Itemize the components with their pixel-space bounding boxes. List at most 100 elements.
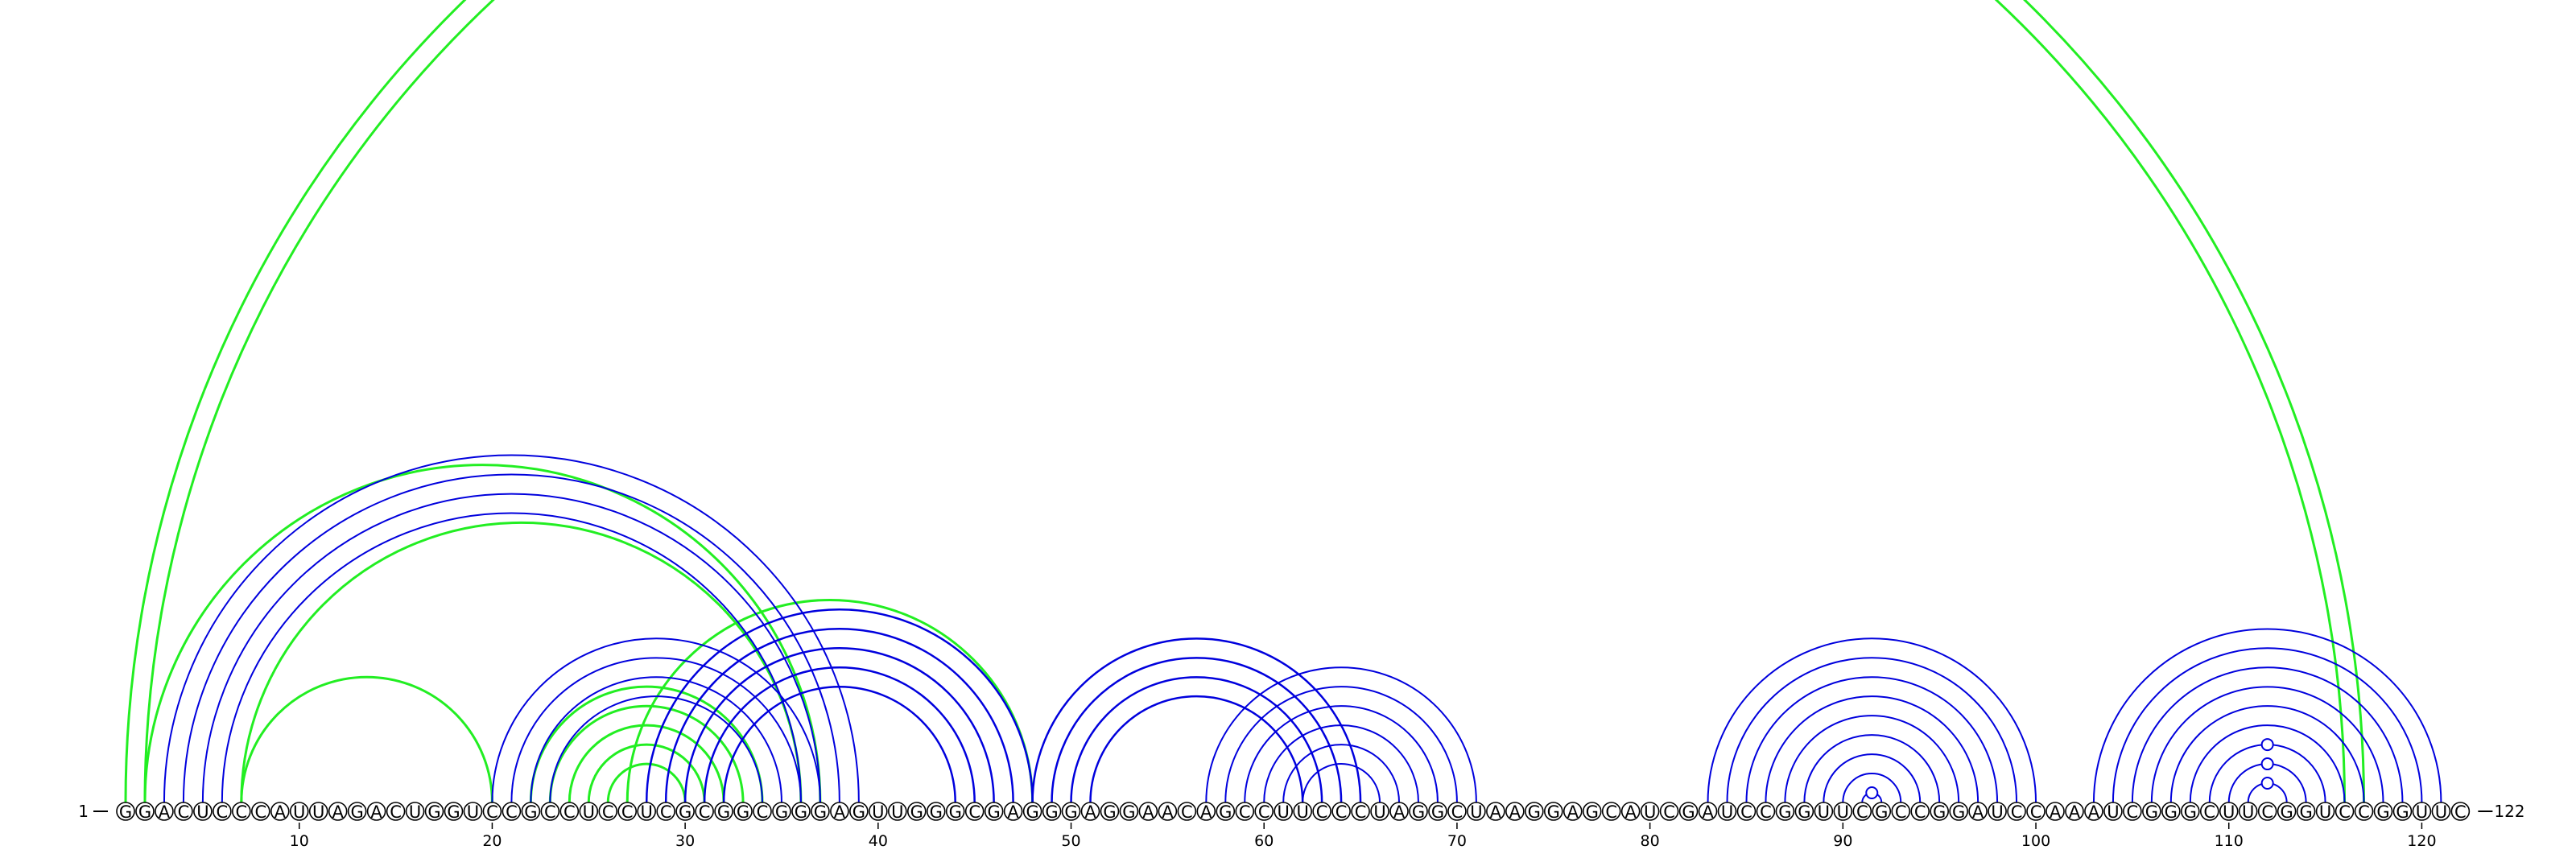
nucleotide-letter: U bbox=[2223, 802, 2235, 822]
nucleotide-circle bbox=[482, 802, 502, 821]
nucleotide-letter: G bbox=[814, 802, 827, 822]
nucleotide-letter: U bbox=[1991, 802, 2003, 822]
nucleotide-circle bbox=[116, 802, 135, 821]
nucleotide-letter: A bbox=[275, 802, 287, 822]
nucleotide-80: U bbox=[1640, 802, 1660, 822]
nucleotide-circle bbox=[926, 802, 946, 821]
nucleotide-letter: G bbox=[1064, 802, 1077, 822]
nucleotide-50: G bbox=[1061, 802, 1081, 822]
nucleotide-89: U bbox=[1814, 802, 1834, 822]
nucleotide-2: G bbox=[135, 802, 155, 822]
nucleotide-circle bbox=[1254, 802, 1274, 821]
nucleotide-106: G bbox=[2142, 802, 2161, 822]
nucleotide-109: C bbox=[2199, 802, 2219, 822]
nucleotide-47: A bbox=[1003, 802, 1023, 822]
blue-helix-6-arc-84-99 bbox=[1726, 657, 2018, 803]
nucleotide-circle bbox=[1370, 802, 1389, 821]
nucleotide-letter: C bbox=[2339, 802, 2351, 822]
loop-marker-112b bbox=[2260, 757, 2274, 771]
nucleotide-letter: A bbox=[1490, 802, 1502, 822]
green-cluster-arc-22-34 bbox=[529, 685, 764, 803]
blue-helix-7-arc-103-121 bbox=[2092, 628, 2442, 803]
nucleotide-letter: C bbox=[602, 802, 614, 822]
nucleotide-letter: C bbox=[2454, 802, 2467, 822]
nucleotide-letter: G bbox=[717, 802, 730, 822]
nucleotide-circle bbox=[617, 802, 638, 821]
nucleotide-circle bbox=[1080, 802, 1100, 821]
nucleotide-letter: U bbox=[1296, 802, 1308, 822]
nucleotide-circle bbox=[193, 802, 213, 821]
nucleotide-81: C bbox=[1659, 802, 1679, 822]
nucleotide-letter: A bbox=[1624, 802, 1637, 822]
nucleotide-63: C bbox=[1312, 802, 1331, 822]
nucleotide-letter: G bbox=[737, 802, 749, 822]
nucleotide-letter: A bbox=[1393, 802, 1406, 822]
tick-label: 80 bbox=[1641, 832, 1660, 850]
green-cluster-arc-24-32 bbox=[568, 724, 725, 803]
nucleotide-letter: A bbox=[2088, 802, 2100, 822]
nucleotide-letter: U bbox=[2319, 802, 2331, 822]
nucleotide-circle bbox=[1525, 802, 1544, 821]
nucleotide-letter: C bbox=[1895, 802, 1907, 822]
nucleotide-circle bbox=[637, 802, 656, 821]
nucleotide-circle bbox=[1389, 802, 1409, 821]
nucleotide-letter: C bbox=[390, 802, 402, 822]
nucleotide-91: C bbox=[1852, 802, 1872, 822]
nucleotide-circle bbox=[1582, 802, 1602, 821]
nucleotide-circle bbox=[232, 802, 251, 821]
nucleotide-letter: A bbox=[1567, 802, 1579, 822]
loop-markers-layer bbox=[1865, 738, 2274, 800]
nucleotide-circle bbox=[1659, 802, 1679, 821]
nucleotide-letter: U bbox=[312, 802, 324, 822]
nucleotide-56: C bbox=[1177, 802, 1197, 822]
nucleotide-letter: G bbox=[1952, 802, 1965, 822]
nucleotide-letter: G bbox=[1547, 802, 1560, 822]
loop-marker-112c bbox=[2260, 738, 2274, 752]
nucleotide-circle bbox=[1968, 802, 1988, 821]
end-label: 122 bbox=[2494, 802, 2524, 821]
blue-helix-1-arc-4-38 bbox=[182, 473, 840, 803]
nucleotide-circle bbox=[2354, 802, 2374, 821]
nucleotide-circle bbox=[463, 802, 483, 821]
nucleotide-circle bbox=[1274, 802, 1293, 821]
nucleotide-circle bbox=[174, 802, 193, 821]
nucleotide-98: U bbox=[1988, 802, 2007, 822]
tick-label: 20 bbox=[482, 832, 502, 850]
nucleotide-85: C bbox=[1736, 802, 1757, 822]
tick-label: 110 bbox=[2215, 832, 2244, 850]
nucleotide-letter: C bbox=[217, 802, 229, 822]
nucleotide-letter: G bbox=[1682, 802, 1695, 822]
nucleotide-58: G bbox=[1216, 802, 1236, 822]
nucleotide-54: A bbox=[1138, 802, 1158, 822]
nucleotide-letter: U bbox=[2416, 802, 2428, 822]
nucleotide-55: A bbox=[1158, 802, 1178, 822]
nucleotide-letter: G bbox=[910, 802, 923, 822]
nucleotide-circle bbox=[1988, 802, 2007, 821]
nucleotide-letter: C bbox=[1605, 802, 1617, 822]
blue-helix-5-arc-60-68 bbox=[1263, 724, 1419, 803]
nucleotide-79: A bbox=[1620, 802, 1641, 822]
tick-120: 120 bbox=[2407, 823, 2437, 850]
nucleotide-1: G bbox=[116, 802, 135, 822]
tick-70: 70 bbox=[1447, 823, 1467, 850]
nucleotide-letter: C bbox=[544, 802, 556, 822]
nucleotide-103: A bbox=[2084, 802, 2103, 822]
blue-helix-1-arc-6-36 bbox=[221, 512, 802, 803]
nucleotide-circle bbox=[1177, 802, 1197, 821]
blue-helix-4-arc-49-64 bbox=[1051, 657, 1343, 803]
nucleotide-circle bbox=[1756, 802, 1776, 821]
nucleotide-letter: C bbox=[235, 802, 247, 822]
nucleotide-letter: G bbox=[1219, 802, 1232, 822]
nucleotide-21: C bbox=[502, 802, 522, 822]
nucleotide-circle bbox=[1196, 802, 1216, 821]
blue-helix-5-arc-57-71 bbox=[1205, 666, 1477, 803]
blue-helix-2-arc-20-37 bbox=[491, 637, 821, 803]
nucleotide-letter: G bbox=[1528, 802, 1541, 822]
nucleotide-circle bbox=[906, 802, 927, 821]
nucleotide-22: G bbox=[521, 802, 541, 822]
nucleotide-letter: A bbox=[370, 802, 382, 822]
nucleotide-20: C bbox=[482, 802, 502, 822]
nucleotide-circle bbox=[2007, 802, 2026, 821]
loop-marker-112a bbox=[2260, 777, 2274, 790]
nucleotide-letter: G bbox=[2145, 802, 2158, 822]
